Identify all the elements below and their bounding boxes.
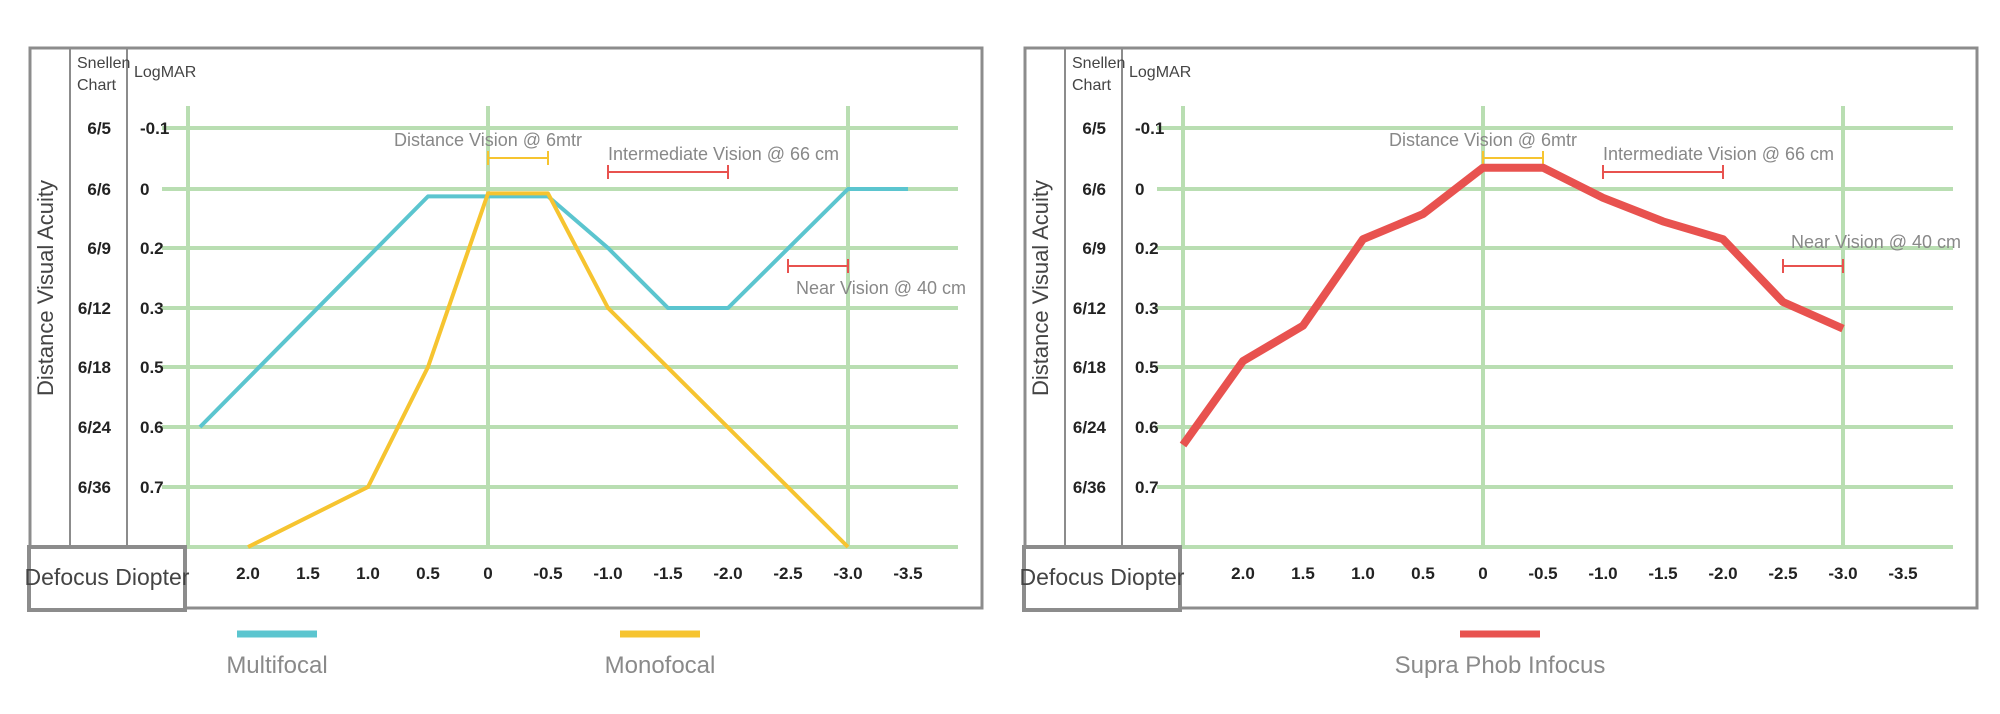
x-tick-label: -0.5 bbox=[533, 564, 562, 583]
snellen-header: Snellen bbox=[77, 55, 130, 72]
chart-frame bbox=[28, 46, 984, 610]
zone-label: Distance Vision @ 6mtr bbox=[394, 130, 582, 150]
x-tick-label: 0.5 bbox=[416, 564, 440, 583]
x-tick-label: -0.5 bbox=[1528, 564, 1557, 583]
series-line-multifocal bbox=[198, 187, 908, 429]
y-axis-label: Distance Visual Acuity bbox=[1028, 180, 1053, 396]
x-tick-label: -2.0 bbox=[1708, 564, 1737, 583]
series-line-supra-phob-infocus bbox=[1179, 163, 1845, 448]
x-tick-label: -3.0 bbox=[1828, 564, 1857, 583]
x-tick-label: -3.5 bbox=[893, 564, 922, 583]
logmar-tick-label: 0.3 bbox=[140, 299, 164, 318]
x-axis-label-box bbox=[1022, 545, 1182, 612]
x-tick-label: -1.5 bbox=[1648, 564, 1677, 583]
x-tick-label: 0 bbox=[483, 564, 492, 583]
snellen-tick-label: 6/36 bbox=[78, 478, 111, 497]
logmar-tick-label: -0.1 bbox=[140, 119, 169, 138]
x-tick-label: 0 bbox=[1478, 564, 1487, 583]
x-tick-label: 1.5 bbox=[296, 564, 320, 583]
logmar-header: LogMAR bbox=[134, 64, 196, 81]
x-axis-label: Defocus Diopter bbox=[25, 564, 190, 590]
y-axis-label: Distance Visual Acuity bbox=[33, 180, 58, 396]
x-axis-label: Defocus Diopter bbox=[1020, 564, 1185, 590]
x-tick-label: -2.5 bbox=[773, 564, 802, 583]
x-tick-label: 1.0 bbox=[356, 564, 380, 583]
logmar-tick-label: 0.3 bbox=[1135, 299, 1159, 318]
snellen-tick-label: 6/24 bbox=[78, 418, 112, 437]
snellen-tick-label: 6/5 bbox=[1082, 119, 1106, 138]
x-axis-label-box bbox=[27, 545, 187, 612]
snellen-header: Chart bbox=[77, 77, 117, 94]
snellen-tick-label: 6/5 bbox=[87, 119, 111, 138]
logmar-tick-label: 0 bbox=[1135, 180, 1144, 199]
zone-label: Intermediate Vision @ 66 cm bbox=[1603, 144, 1834, 164]
snellen-tick-label: 6/9 bbox=[1082, 239, 1106, 258]
zone-label: Distance Vision @ 6mtr bbox=[1389, 130, 1577, 150]
snellen-tick-label: 6/36 bbox=[1073, 478, 1106, 497]
snellen-tick-label: 6/6 bbox=[1082, 180, 1106, 199]
logmar-tick-label: 0 bbox=[140, 180, 149, 199]
zone-label: Intermediate Vision @ 66 cm bbox=[608, 144, 839, 164]
snellen-tick-label: 6/6 bbox=[87, 180, 111, 199]
snellen-tick-label: 6/9 bbox=[87, 239, 111, 258]
snellen-header: Snellen bbox=[1072, 55, 1125, 72]
snellen-tick-label: 6/12 bbox=[1073, 299, 1106, 318]
legend-label: Monofocal bbox=[605, 652, 716, 679]
zone-label: Near Vision @ 40 cm bbox=[1791, 232, 1961, 252]
logmar-header: LogMAR bbox=[1129, 64, 1191, 81]
logmar-tick-label: 0.2 bbox=[140, 239, 164, 258]
logmar-tick-label: 0.5 bbox=[1135, 358, 1159, 377]
snellen-tick-label: 6/24 bbox=[1073, 418, 1107, 437]
x-tick-label: -3.5 bbox=[1888, 564, 1917, 583]
legend-label: Multifocal bbox=[226, 652, 327, 679]
chart-frame bbox=[1023, 46, 1979, 610]
logmar-tick-label: 0.2 bbox=[1135, 239, 1159, 258]
logmar-tick-label: 0.7 bbox=[1135, 478, 1159, 497]
logmar-tick-label: -0.1 bbox=[1135, 119, 1164, 138]
snellen-header: Chart bbox=[1072, 77, 1112, 94]
x-tick-label: -1.0 bbox=[1588, 564, 1617, 583]
x-tick-label: 0.5 bbox=[1411, 564, 1435, 583]
logmar-tick-label: 0.7 bbox=[140, 478, 164, 497]
x-tick-label: 2.0 bbox=[236, 564, 260, 583]
logmar-tick-label: 0.6 bbox=[140, 418, 164, 437]
snellen-tick-label: 6/18 bbox=[78, 358, 111, 377]
logmar-tick-label: 0.5 bbox=[140, 358, 164, 377]
snellen-tick-label: 6/12 bbox=[78, 299, 111, 318]
x-tick-label: -2.5 bbox=[1768, 564, 1797, 583]
x-tick-label: -1.0 bbox=[593, 564, 622, 583]
zone-label: Near Vision @ 40 cm bbox=[796, 278, 966, 298]
x-tick-label: 1.0 bbox=[1351, 564, 1375, 583]
x-tick-label: -1.5 bbox=[653, 564, 682, 583]
x-tick-label: 1.5 bbox=[1291, 564, 1315, 583]
snellen-tick-label: 6/18 bbox=[1073, 358, 1106, 377]
logmar-tick-label: 0.6 bbox=[1135, 418, 1159, 437]
x-tick-label: 2.0 bbox=[1231, 564, 1255, 583]
legend-label: Supra Phob Infocus bbox=[1395, 652, 1606, 679]
x-tick-label: -2.0 bbox=[713, 564, 742, 583]
x-tick-label: -3.0 bbox=[833, 564, 862, 583]
